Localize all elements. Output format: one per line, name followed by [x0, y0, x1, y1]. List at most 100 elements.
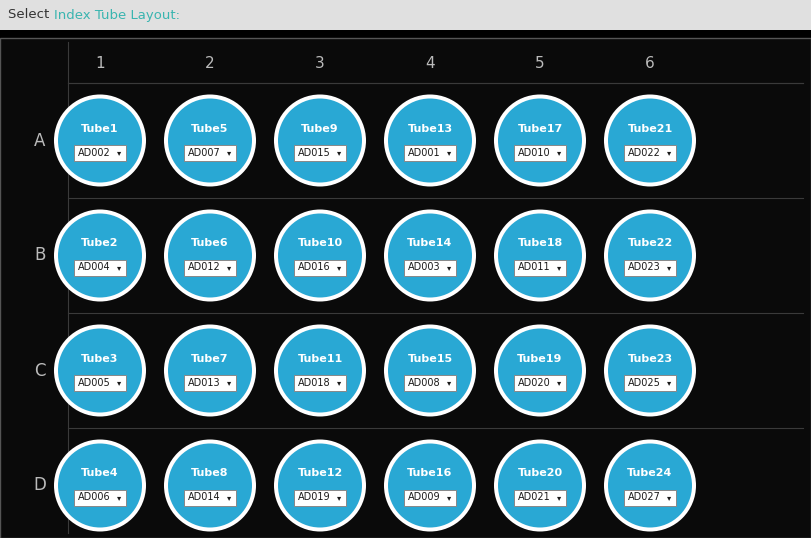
- Text: Tube12: Tube12: [298, 469, 342, 478]
- Circle shape: [54, 95, 146, 187]
- Circle shape: [54, 209, 146, 301]
- Circle shape: [278, 214, 362, 298]
- Text: AD001: AD001: [408, 147, 440, 158]
- Circle shape: [54, 324, 146, 416]
- Text: Tube4: Tube4: [81, 469, 119, 478]
- Text: 1: 1: [95, 55, 105, 70]
- Text: AD016: AD016: [298, 263, 330, 273]
- Circle shape: [388, 214, 472, 298]
- Circle shape: [58, 443, 142, 527]
- Text: ▾: ▾: [447, 493, 451, 502]
- Text: AD014: AD014: [187, 492, 221, 502]
- Circle shape: [608, 98, 692, 182]
- Text: Tube20: Tube20: [517, 469, 563, 478]
- Text: AD007: AD007: [187, 147, 221, 158]
- Circle shape: [494, 324, 586, 416]
- Text: Tube9: Tube9: [301, 124, 339, 133]
- Text: Tube6: Tube6: [191, 238, 229, 249]
- Text: AD025: AD025: [628, 378, 660, 387]
- Text: Select: Select: [8, 9, 54, 22]
- FancyBboxPatch shape: [624, 259, 676, 275]
- Text: Tube21: Tube21: [628, 124, 672, 133]
- FancyBboxPatch shape: [184, 490, 236, 506]
- Text: AD003: AD003: [408, 263, 440, 273]
- Text: ▾: ▾: [557, 378, 561, 387]
- Text: Tube15: Tube15: [407, 353, 453, 364]
- FancyBboxPatch shape: [184, 374, 236, 391]
- FancyBboxPatch shape: [624, 374, 676, 391]
- FancyBboxPatch shape: [404, 374, 456, 391]
- FancyBboxPatch shape: [404, 145, 456, 160]
- Text: 6: 6: [645, 55, 654, 70]
- Circle shape: [274, 440, 366, 532]
- Circle shape: [274, 209, 366, 301]
- Circle shape: [608, 329, 692, 413]
- Circle shape: [164, 95, 256, 187]
- Circle shape: [604, 324, 696, 416]
- Text: ▾: ▾: [667, 493, 672, 502]
- FancyBboxPatch shape: [404, 490, 456, 506]
- Text: Tube11: Tube11: [298, 353, 342, 364]
- Circle shape: [494, 440, 586, 532]
- Circle shape: [608, 214, 692, 298]
- Text: AD004: AD004: [78, 263, 110, 273]
- Text: AD015: AD015: [298, 147, 330, 158]
- Text: AD023: AD023: [628, 263, 660, 273]
- Text: AD002: AD002: [78, 147, 110, 158]
- Text: AD005: AD005: [78, 378, 110, 387]
- FancyBboxPatch shape: [74, 259, 126, 275]
- Circle shape: [604, 95, 696, 187]
- Text: Tube24: Tube24: [628, 469, 672, 478]
- FancyBboxPatch shape: [74, 490, 126, 506]
- FancyBboxPatch shape: [514, 374, 566, 391]
- Text: AD021: AD021: [517, 492, 551, 502]
- FancyBboxPatch shape: [624, 145, 676, 160]
- Text: 2: 2: [205, 55, 215, 70]
- Circle shape: [388, 329, 472, 413]
- Text: ▾: ▾: [447, 263, 451, 272]
- Text: AD012: AD012: [187, 263, 221, 273]
- Text: 5: 5: [535, 55, 545, 70]
- Circle shape: [274, 324, 366, 416]
- Circle shape: [388, 443, 472, 527]
- Text: ▾: ▾: [227, 378, 231, 387]
- FancyBboxPatch shape: [294, 490, 346, 506]
- Text: AD011: AD011: [517, 263, 551, 273]
- Text: ▾: ▾: [447, 378, 451, 387]
- Text: ▾: ▾: [667, 378, 672, 387]
- Text: AD010: AD010: [517, 147, 551, 158]
- Text: ▾: ▾: [557, 493, 561, 502]
- Circle shape: [604, 209, 696, 301]
- Text: Tube16: Tube16: [407, 469, 453, 478]
- Circle shape: [384, 440, 476, 532]
- Text: ▾: ▾: [667, 263, 672, 272]
- Circle shape: [168, 329, 252, 413]
- Text: Tube8: Tube8: [191, 469, 229, 478]
- Text: AD009: AD009: [408, 492, 440, 502]
- Text: B: B: [34, 246, 45, 265]
- Circle shape: [388, 98, 472, 182]
- Text: C: C: [34, 362, 45, 379]
- Circle shape: [384, 95, 476, 187]
- Text: Tube5: Tube5: [191, 124, 229, 133]
- Text: AD018: AD018: [298, 378, 330, 387]
- Circle shape: [168, 214, 252, 298]
- FancyBboxPatch shape: [184, 259, 236, 275]
- Text: AD008: AD008: [408, 378, 440, 387]
- Text: 3: 3: [315, 55, 325, 70]
- Text: ▾: ▾: [667, 148, 672, 157]
- Circle shape: [498, 443, 582, 527]
- Text: Tube22: Tube22: [628, 238, 672, 249]
- Text: ▾: ▾: [227, 263, 231, 272]
- Circle shape: [274, 95, 366, 187]
- Text: AD022: AD022: [628, 147, 660, 158]
- Text: ▾: ▾: [227, 493, 231, 502]
- Circle shape: [384, 209, 476, 301]
- Circle shape: [608, 443, 692, 527]
- Text: ▾: ▾: [117, 148, 121, 157]
- Text: AD013: AD013: [187, 378, 221, 387]
- Circle shape: [164, 440, 256, 532]
- Text: AD019: AD019: [298, 492, 330, 502]
- Circle shape: [58, 329, 142, 413]
- Circle shape: [498, 329, 582, 413]
